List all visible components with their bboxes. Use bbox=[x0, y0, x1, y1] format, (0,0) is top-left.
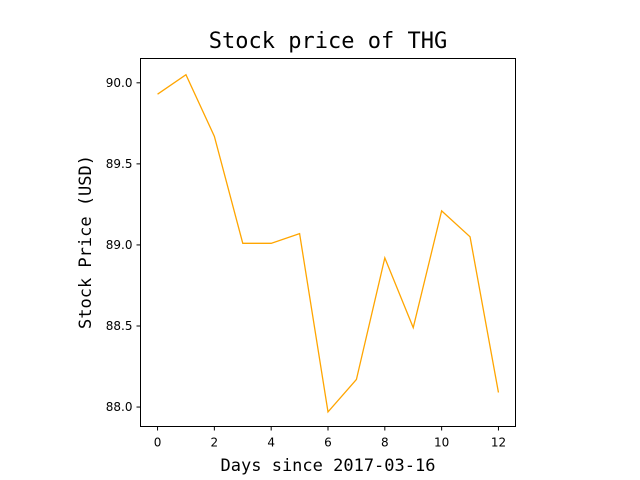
x-tick-label: 4 bbox=[267, 436, 275, 450]
y-axis-ticks: 88.0 88.5 89.0 89.5 90.0 bbox=[106, 76, 141, 414]
x-tick-label: 6 bbox=[324, 436, 332, 450]
chart-title: Stock price of THG bbox=[209, 29, 447, 54]
y-tick-label: 89.0 bbox=[106, 238, 133, 252]
x-tick-label: 12 bbox=[491, 436, 506, 450]
y-tick-label: 90.0 bbox=[106, 76, 133, 90]
plot-area-frame bbox=[140, 58, 516, 427]
x-tick-label: 8 bbox=[381, 436, 389, 450]
x-tick-label: 2 bbox=[211, 436, 219, 450]
y-tick-label: 89.5 bbox=[106, 157, 133, 171]
x-tick-label: 0 bbox=[154, 436, 162, 450]
series-layer bbox=[157, 73, 500, 414]
price-series-line bbox=[157, 73, 500, 414]
y-tick-label: 88.0 bbox=[106, 400, 133, 414]
y-tick-label: 88.5 bbox=[106, 319, 133, 333]
x-axis-ticks: 0 2 4 6 8 10 12 bbox=[154, 426, 506, 450]
y-axis-label: Stock Price (USD) bbox=[76, 155, 96, 329]
x-tick-label: 10 bbox=[434, 436, 449, 450]
x-axis-label: Days since 2017-03-16 bbox=[221, 456, 436, 476]
